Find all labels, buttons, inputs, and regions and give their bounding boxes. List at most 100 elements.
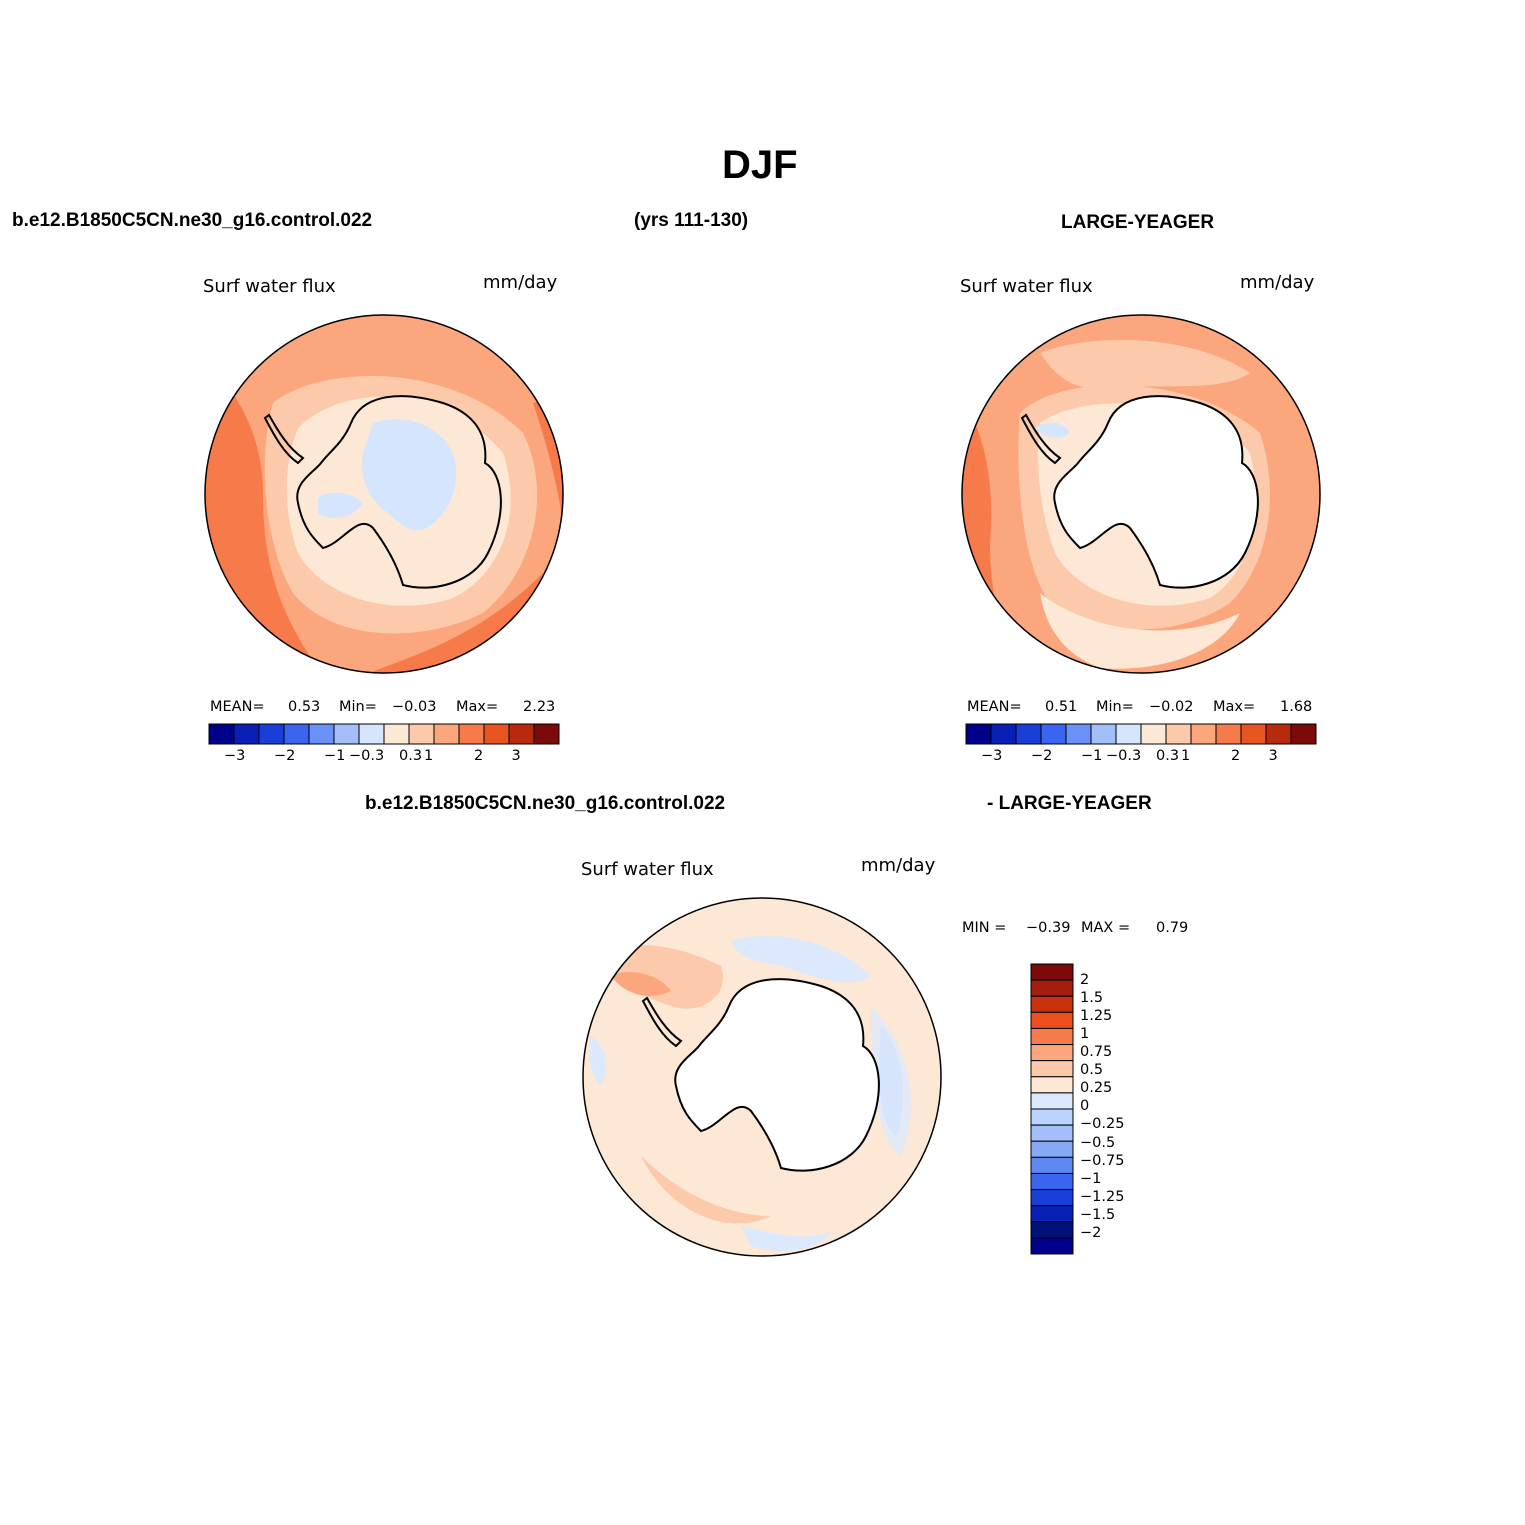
colorbar-tick-label: −0.75 [1080,1152,1125,1169]
colorbar-tick-label: 0.5 [1080,1062,1104,1079]
colorbar-swatch [1030,1221,1074,1239]
colorbar-swatch [1030,1237,1074,1255]
south-negative [741,1226,831,1251]
colorbar-swatch [458,723,485,745]
colorbar-swatch [1290,723,1317,745]
obs-name-label: LARGE-YEAGER [1061,212,1215,233]
colorbar-swatch [1030,1108,1074,1126]
panel-obs-variable: Surf water flux [960,276,1093,297]
colorbar-tick-label: 2 [1231,748,1241,764]
colorbar-tick-label: −0.3 [349,748,385,764]
colorbar-swatch [1030,1011,1074,1029]
colorbar-swatch [433,723,460,745]
colorbar-swatch [258,723,285,745]
colorbar-swatch [308,723,335,745]
colorbar-swatch [1030,995,1074,1013]
colorbar-swatch [1090,723,1117,745]
colorbar-tick-label: −2 [1080,1224,1102,1241]
colorbar-swatch [1240,723,1267,745]
colorbar-swatch [533,723,560,745]
colorbar-swatch [1190,723,1217,745]
colorbar-swatch [1030,1156,1074,1174]
colorbar-swatch [965,723,992,745]
colorbar-swatch [1265,723,1292,745]
panel-model-mean-value: 0.53 [288,699,321,715]
interior-blue [362,419,457,531]
figure-title: DJF [722,143,798,187]
colorbar-swatch [233,723,260,745]
map-obs [961,314,1321,674]
east-negative-outer [871,1006,912,1156]
colorbar-swatch [1015,723,1042,745]
interior-blue-west [318,492,363,519]
diff-obs-label: - LARGE-YEAGER [987,793,1152,814]
colorbar-swatch [1030,1027,1074,1046]
colorbar-tick-label: −0.5 [1080,1134,1116,1151]
panel-obs-min-value: −0.02 [1149,699,1194,715]
panel-obs-max-value: 1.68 [1280,699,1313,715]
colorbar-swatch [1165,723,1192,745]
colorbar-swatch [208,723,235,745]
panel-diff-units: mm/day [861,855,936,876]
colorbar-tick-label: −2 [1031,748,1053,764]
northwest-strong [611,971,671,996]
diff-case-label: b.e12.B1850C5CN.ne30_g16.control.022 [365,793,726,814]
colorbar-tick-label: −3 [224,748,246,764]
blue-patch [1035,422,1070,438]
colorbar-swatch [1215,723,1242,745]
colorbar-tick-label: 1 [1181,748,1191,764]
case-name-label: b.e12.B1850C5CN.ne30_g16.control.022 [12,210,373,231]
colorbar-obs [965,723,1317,745]
west-negative [589,1036,607,1086]
northeast-negative [731,935,871,983]
peninsula [641,996,683,1048]
colorbar-tick-label: −1.5 [1080,1206,1116,1223]
panel-obs-units: mm/day [1240,272,1315,293]
map-boundary [204,314,564,674]
colorbar-tick-label: 0.75 [1080,1044,1113,1061]
panel-model-units: mm/day [483,272,558,293]
colorbar-tick-label: 3 [1268,748,1278,764]
colorbar-swatch [333,723,360,745]
colorbar-tick-label: 1 [1080,1026,1090,1043]
pale-patches-north [1040,339,1250,390]
colorbar-swatch [1040,723,1067,745]
northwest-positive [601,945,723,1009]
colorbar-tick-label: −3 [981,748,1003,764]
years-label: (yrs 111-130) [634,210,749,231]
colorbar-swatch [283,723,310,745]
colorbar-swatch [1065,723,1092,745]
colorbar-swatch [358,723,385,745]
panel-model-min-label: Min= [339,699,377,715]
colorbar-tick-label: 1.5 [1080,990,1104,1007]
colorbar-swatch [1030,963,1074,981]
panel-model-min-value: −0.03 [392,699,437,715]
panel-diff-variable: Surf water flux [581,859,714,880]
colorbar-swatch [383,723,410,745]
colorbar-swatch [408,723,435,745]
peninsula [263,413,305,465]
colorbar-tick-label: 2 [1080,972,1090,989]
colorbar-tick-label: −1 [1081,748,1103,764]
colorbar-swatch [1030,1140,1074,1158]
colorbar-diff [1030,963,1074,1255]
panel-diff-min-label: MIN = [962,920,1007,936]
colorbar-model [208,723,560,745]
colorbar-tick-label: 0.3 [399,748,423,764]
colorbar-swatch [1115,723,1142,745]
colorbar-swatch [1030,1076,1074,1094]
colorbar-tick-label: −1.25 [1080,1188,1125,1205]
panel-diff-max-value: 0.79 [1156,920,1189,936]
panel-model-mean-label: MEAN= [210,699,265,715]
map-diff [582,897,942,1257]
colorbar-tick-label: −0.3 [1106,748,1142,764]
panel-model-max-label: Max= [456,699,499,715]
colorbar-swatch [1140,723,1167,745]
colorbar-swatch [1030,1060,1074,1078]
southern-pale [1040,593,1240,669]
colorbar-tick-label: 3 [511,748,521,764]
colorbar-swatch [508,723,535,745]
panel-diff-max-label: MAX = [1081,920,1131,936]
colorbar-tick-label: −0.25 [1080,1116,1125,1133]
colorbar-swatch [1030,1172,1074,1191]
